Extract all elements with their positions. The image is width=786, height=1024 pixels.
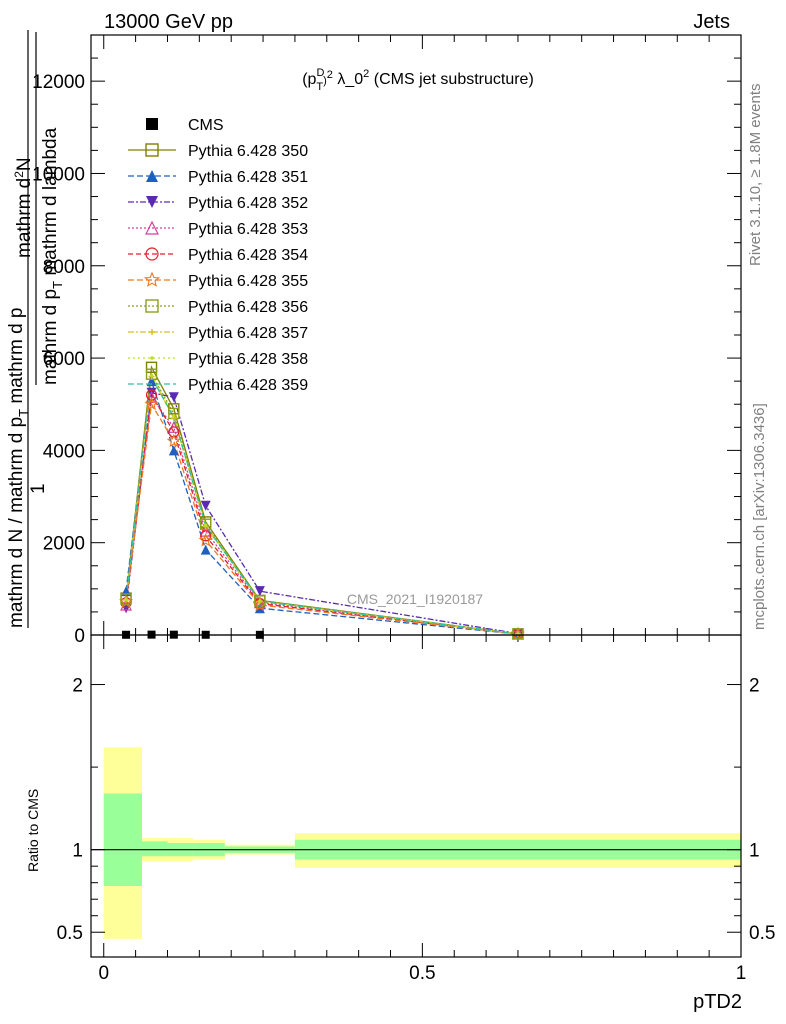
series-5-point-1 xyxy=(145,389,158,401)
legend-label-2: Pythia 6.428 351 xyxy=(188,169,308,186)
series-9-point-0 xyxy=(124,597,128,602)
series-7-point-5 xyxy=(512,628,524,640)
upper-ytick-label-1: 2000 xyxy=(43,534,85,555)
legend-label-9: Pythia 6.428 358 xyxy=(188,351,308,368)
ylabel-numerator: 1 xyxy=(28,483,49,494)
legend-marker-6 xyxy=(143,271,161,287)
xtick-label-1: 0.5 xyxy=(409,963,435,984)
xlabel: pTD2 xyxy=(693,991,742,1013)
legend-label-5: Pythia 6.428 354 xyxy=(188,247,308,264)
series-9-point-3 xyxy=(203,523,208,527)
series-5-point-3 xyxy=(200,530,212,542)
series-2-point-2 xyxy=(168,445,179,456)
legend-marker-1 xyxy=(145,143,159,157)
rivet-label: Rivet 3.1.10, ≥ 1.8M events xyxy=(747,84,764,267)
series-7-point-0 xyxy=(120,593,132,605)
legend-label-6: Pythia 6.428 355 xyxy=(188,273,308,290)
series-line-5 xyxy=(125,393,519,635)
ratio-ytick-label-1: 1 xyxy=(72,841,83,862)
legend-marker-2 xyxy=(146,170,158,182)
series-6-point-3 xyxy=(198,532,213,547)
header-left: 13000 GeV pp xyxy=(104,11,233,33)
ratio-green-band-1 xyxy=(141,841,168,857)
legend-marker-0 xyxy=(146,118,158,130)
legend-marker-9 xyxy=(150,356,154,360)
series-6-point-2 xyxy=(166,433,181,448)
series-9-point-2 xyxy=(172,413,176,418)
series-5-point-2 xyxy=(168,426,180,438)
xtick-label-0: 0 xyxy=(98,963,109,984)
series-4-point-1 xyxy=(145,390,158,403)
series-3-point-4 xyxy=(254,586,265,597)
series-lines xyxy=(125,365,519,635)
legend-label-7: Pythia 6.428 356 xyxy=(188,299,308,316)
ratio-ytick-label-right-0: 0.5 xyxy=(749,923,775,944)
upper-ytick-label-2: 4000 xyxy=(43,441,85,462)
ratio-ytick-label-0: 0.5 xyxy=(57,923,83,944)
main-ylabel: mathrm d N / mathrm d pT mathrm d p 1 ma… xyxy=(6,30,65,628)
ratio-green-band-0 xyxy=(103,793,142,886)
upper-ytick-label-4: 8000 xyxy=(43,257,85,278)
series-line-6 xyxy=(125,402,519,635)
legend-marker-8 xyxy=(149,329,155,335)
mcplots-label: mcplots.cern.ch [arXiv:1306.3436] xyxy=(751,403,768,630)
upper-ytick-label-5: 10000 xyxy=(32,164,85,185)
ratio-ytick-label-right-2: 2 xyxy=(749,676,760,697)
series-7-point-4 xyxy=(254,595,266,607)
legend-label-3: Pythia 6.428 352 xyxy=(188,195,308,212)
series-6-point-1 xyxy=(144,396,159,411)
series-9-point-1 xyxy=(149,373,154,378)
upper-ytick-label-0: 0 xyxy=(74,626,85,647)
ratio-ytick-label-2: 2 xyxy=(72,676,83,697)
lower-ticks: 0 0.5 10.5 0.51 12 2 xyxy=(57,676,776,984)
legend-label-1: Pythia 6.428 350 xyxy=(188,143,308,160)
ylabel-denominator: mathrm d N / mathrm d pT mathrm d p xyxy=(6,308,31,629)
ratio-bands xyxy=(91,747,741,939)
xtick-label-2: 1 xyxy=(736,963,747,984)
ylabel-upper-den: mathrm d pT mathrm d lambda xyxy=(40,127,65,385)
upper-ytick-label-6: 12000 xyxy=(32,72,85,93)
legend-marker-5 xyxy=(145,247,159,261)
ratio-ylabel: Ratio to CMS xyxy=(25,789,41,872)
legend: CMS Pythia 6.428 350 Pythia 6.428 351 Pythi… xyxy=(128,117,308,394)
upper-ytick-label-3: 6000 xyxy=(43,349,85,370)
watermark: CMS_2021_I1920187 xyxy=(347,591,483,607)
ratio-ytick-label-right-1: 1 xyxy=(749,841,760,862)
legend-label-4: Pythia 6.428 353 xyxy=(188,221,308,238)
series-line-10 xyxy=(125,375,519,635)
header-right: Jets xyxy=(693,11,730,33)
series-3-point-2 xyxy=(168,392,179,403)
series-2-point-3 xyxy=(200,544,211,555)
series-line-4 xyxy=(125,395,519,635)
series-9-point-4 xyxy=(258,599,262,603)
legend-label-10: Pythia 6.428 359 xyxy=(188,377,308,394)
legend-label-0: CMS xyxy=(188,117,224,134)
chart-title: (pD T)2 λ_02 (CMS jet substructure) xyxy=(302,67,534,93)
series-4-point-0 xyxy=(120,598,133,611)
legend-marker-7 xyxy=(145,299,159,313)
lower-frame xyxy=(90,634,742,958)
legend-label-8: Pythia 6.428 357 xyxy=(188,325,308,342)
legend-marker-3 xyxy=(146,196,158,208)
series-1-point-1 xyxy=(145,361,158,374)
ylabel-upper-num: mathrm d2N xyxy=(12,157,35,258)
legend-marker-4 xyxy=(145,220,159,235)
series-3-point-3 xyxy=(200,500,211,511)
